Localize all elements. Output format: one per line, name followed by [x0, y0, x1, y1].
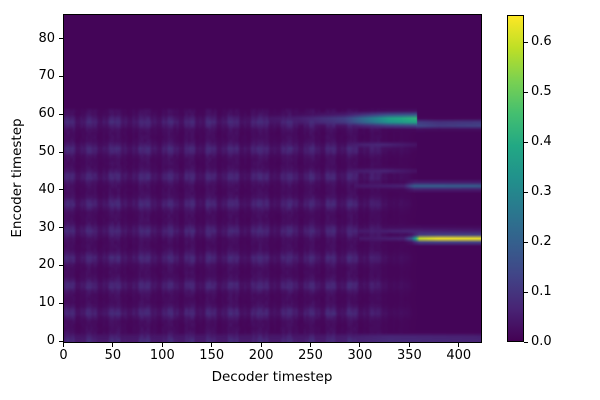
y-tick-label: 70 [38, 68, 55, 84]
x-tick-label: 0 [59, 348, 68, 363]
y-tick-label: 50 [38, 144, 55, 160]
colorbar-tick-label: 0.3 [531, 184, 552, 200]
x-tick-label: 200 [248, 348, 274, 363]
y-tick-mark [59, 75, 63, 77]
x-tick-label: 100 [149, 348, 175, 363]
colorbar-tick-label: 0.2 [531, 234, 552, 250]
heatmap-plot-area [63, 14, 482, 343]
colorbar-tick-mark [524, 241, 528, 243]
y-tick-mark [59, 38, 63, 40]
x-tick-label: 300 [347, 348, 373, 363]
colorbar-tick-mark [524, 141, 528, 143]
x-tick-mark [260, 343, 262, 347]
y-tick-mark [59, 302, 63, 304]
x-tick-label: 50 [104, 348, 122, 363]
x-tick-mark [161, 343, 163, 347]
colorbar-tick-mark [524, 341, 528, 343]
x-tick-mark [62, 343, 64, 347]
y-tick-mark [59, 113, 63, 115]
y-tick-mark [59, 189, 63, 191]
y-tick-mark [59, 264, 63, 266]
y-axis-label: Encoder timestep [9, 118, 25, 238]
y-tick-mark [59, 340, 63, 342]
colorbar-tick-mark [524, 291, 528, 293]
y-tick-label: 60 [38, 106, 55, 122]
colorbar-tick-label: 0.1 [531, 284, 552, 300]
colorbar-tick-label: 0.5 [531, 84, 552, 100]
x-tick-mark [211, 343, 213, 347]
x-tick-label: 400 [446, 348, 472, 363]
y-tick-label: 80 [38, 30, 55, 46]
y-tick-label: 10 [38, 295, 55, 311]
x-tick-mark [408, 343, 410, 347]
x-tick-mark [359, 343, 361, 347]
x-tick-mark [112, 343, 114, 347]
heatmap-canvas [64, 15, 481, 342]
colorbar-tick-mark [524, 191, 528, 193]
colorbar-tick-mark [524, 91, 528, 93]
colorbar [507, 15, 524, 342]
y-tick-label: 30 [38, 219, 55, 235]
y-tick-mark [59, 227, 63, 229]
x-tick-label: 150 [199, 348, 225, 363]
colorbar-tick-label: 0.0 [531, 334, 552, 349]
colorbar-tick-label: 0.6 [531, 34, 552, 50]
x-tick-label: 350 [396, 348, 422, 363]
y-tick-mark [59, 151, 63, 153]
x-axis-label: Decoder timestep [211, 369, 333, 385]
x-tick-label: 250 [298, 348, 323, 363]
y-tick-label: 20 [38, 257, 55, 273]
colorbar-tick-mark [524, 41, 528, 43]
y-tick-label: 40 [38, 181, 55, 197]
x-tick-mark [310, 343, 312, 347]
colorbar-tick-label: 0.4 [531, 134, 552, 150]
y-tick-label: 0 [46, 333, 55, 349]
x-tick-mark [458, 343, 460, 347]
